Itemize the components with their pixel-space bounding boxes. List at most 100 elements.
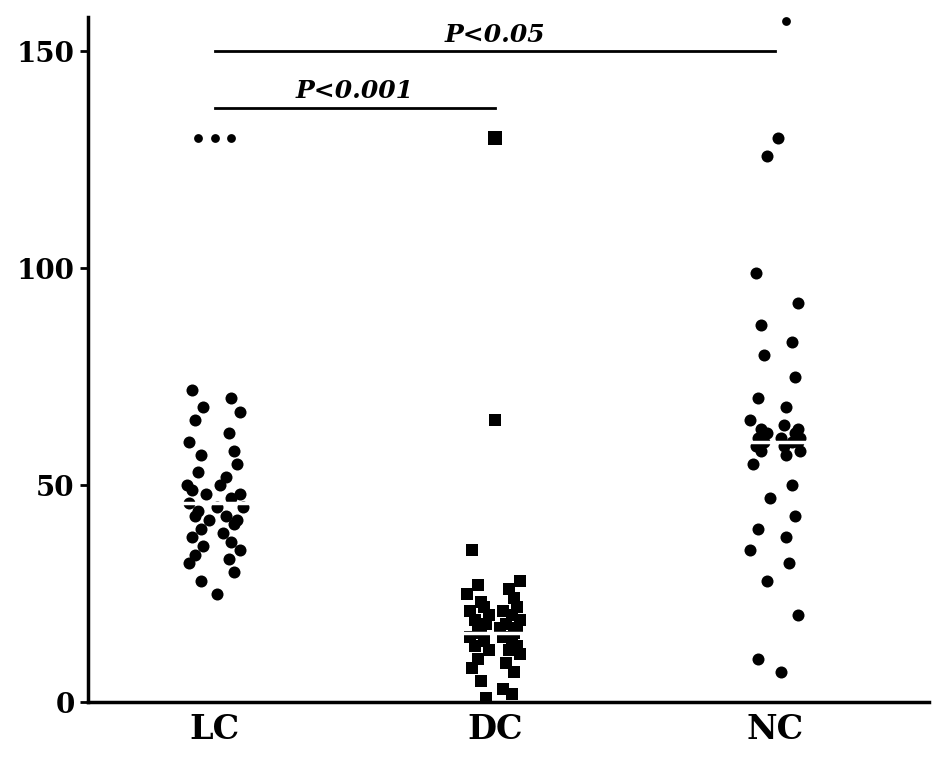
Point — [221, 553, 236, 565]
Point — [232, 544, 247, 556]
Point — [757, 349, 772, 361]
Point — [219, 510, 234, 522]
Point — [507, 666, 522, 678]
Point — [224, 392, 239, 404]
Point — [757, 436, 772, 448]
Point — [499, 657, 514, 669]
Point — [232, 405, 247, 417]
Point — [482, 644, 497, 656]
Point — [787, 510, 802, 522]
Point — [487, 414, 502, 427]
Text: P<0.001: P<0.001 — [296, 79, 413, 104]
Point — [501, 644, 517, 656]
Point — [743, 544, 758, 556]
Point — [470, 579, 485, 591]
Point — [230, 514, 245, 526]
Point — [479, 692, 494, 704]
Point — [504, 610, 519, 622]
Point — [751, 652, 766, 665]
Point — [182, 436, 197, 448]
Point — [184, 531, 200, 543]
Point — [235, 501, 250, 513]
Point — [745, 458, 761, 470]
Text: P<0.05: P<0.05 — [445, 23, 545, 47]
Point — [779, 449, 794, 461]
Point — [793, 431, 808, 443]
Point — [227, 566, 242, 578]
Point — [787, 371, 802, 383]
Point — [190, 505, 205, 517]
Point — [779, 401, 794, 414]
Point — [779, 15, 794, 27]
Point — [219, 471, 234, 483]
Point — [487, 132, 502, 144]
Point — [507, 626, 522, 639]
Point — [754, 445, 769, 457]
Point — [467, 639, 482, 652]
Point — [779, 531, 794, 543]
Point — [473, 626, 488, 639]
Point — [482, 610, 497, 622]
Point — [467, 613, 482, 626]
Point — [760, 427, 775, 439]
Point — [784, 479, 799, 491]
Point — [507, 592, 522, 604]
Point — [193, 449, 208, 461]
Point — [776, 418, 791, 430]
Point — [179, 479, 194, 491]
Point — [784, 436, 799, 448]
Point — [182, 557, 197, 569]
Point — [232, 488, 247, 500]
Point — [224, 492, 239, 504]
Point — [473, 597, 488, 609]
Point — [473, 674, 488, 687]
Point — [790, 423, 805, 435]
Point — [513, 649, 528, 661]
Point — [510, 600, 525, 613]
Point — [207, 132, 222, 144]
Point — [781, 557, 797, 569]
Point — [196, 540, 211, 552]
Point — [760, 150, 775, 162]
Point — [751, 392, 766, 404]
Point — [216, 527, 231, 539]
Point — [230, 458, 245, 470]
Point — [462, 631, 477, 643]
Point — [751, 523, 766, 535]
Point — [496, 683, 511, 695]
Point — [227, 518, 242, 530]
Point — [754, 319, 769, 331]
Point — [496, 605, 511, 617]
Point — [760, 575, 775, 587]
Point — [184, 484, 200, 496]
Point — [754, 423, 769, 435]
Point — [199, 488, 214, 500]
Point — [476, 636, 491, 648]
Point — [504, 636, 519, 648]
Point — [190, 132, 205, 144]
Point — [227, 445, 242, 457]
Point — [187, 549, 202, 561]
Point — [193, 575, 208, 587]
Point — [210, 588, 225, 600]
Point — [464, 544, 480, 556]
Point — [193, 523, 208, 535]
Point — [479, 618, 494, 630]
Point — [748, 440, 763, 452]
Point — [221, 427, 236, 439]
Point — [773, 666, 788, 678]
Point — [493, 623, 508, 635]
Point — [213, 479, 228, 491]
Point — [787, 427, 802, 439]
Point — [748, 266, 763, 278]
Point — [513, 613, 528, 626]
Point — [462, 605, 477, 617]
Point — [470, 652, 485, 665]
Point — [770, 132, 785, 144]
Point — [224, 132, 239, 144]
Point — [504, 687, 519, 700]
Point — [496, 631, 511, 643]
Point — [196, 401, 211, 414]
Point — [762, 492, 777, 504]
Point — [459, 588, 474, 600]
